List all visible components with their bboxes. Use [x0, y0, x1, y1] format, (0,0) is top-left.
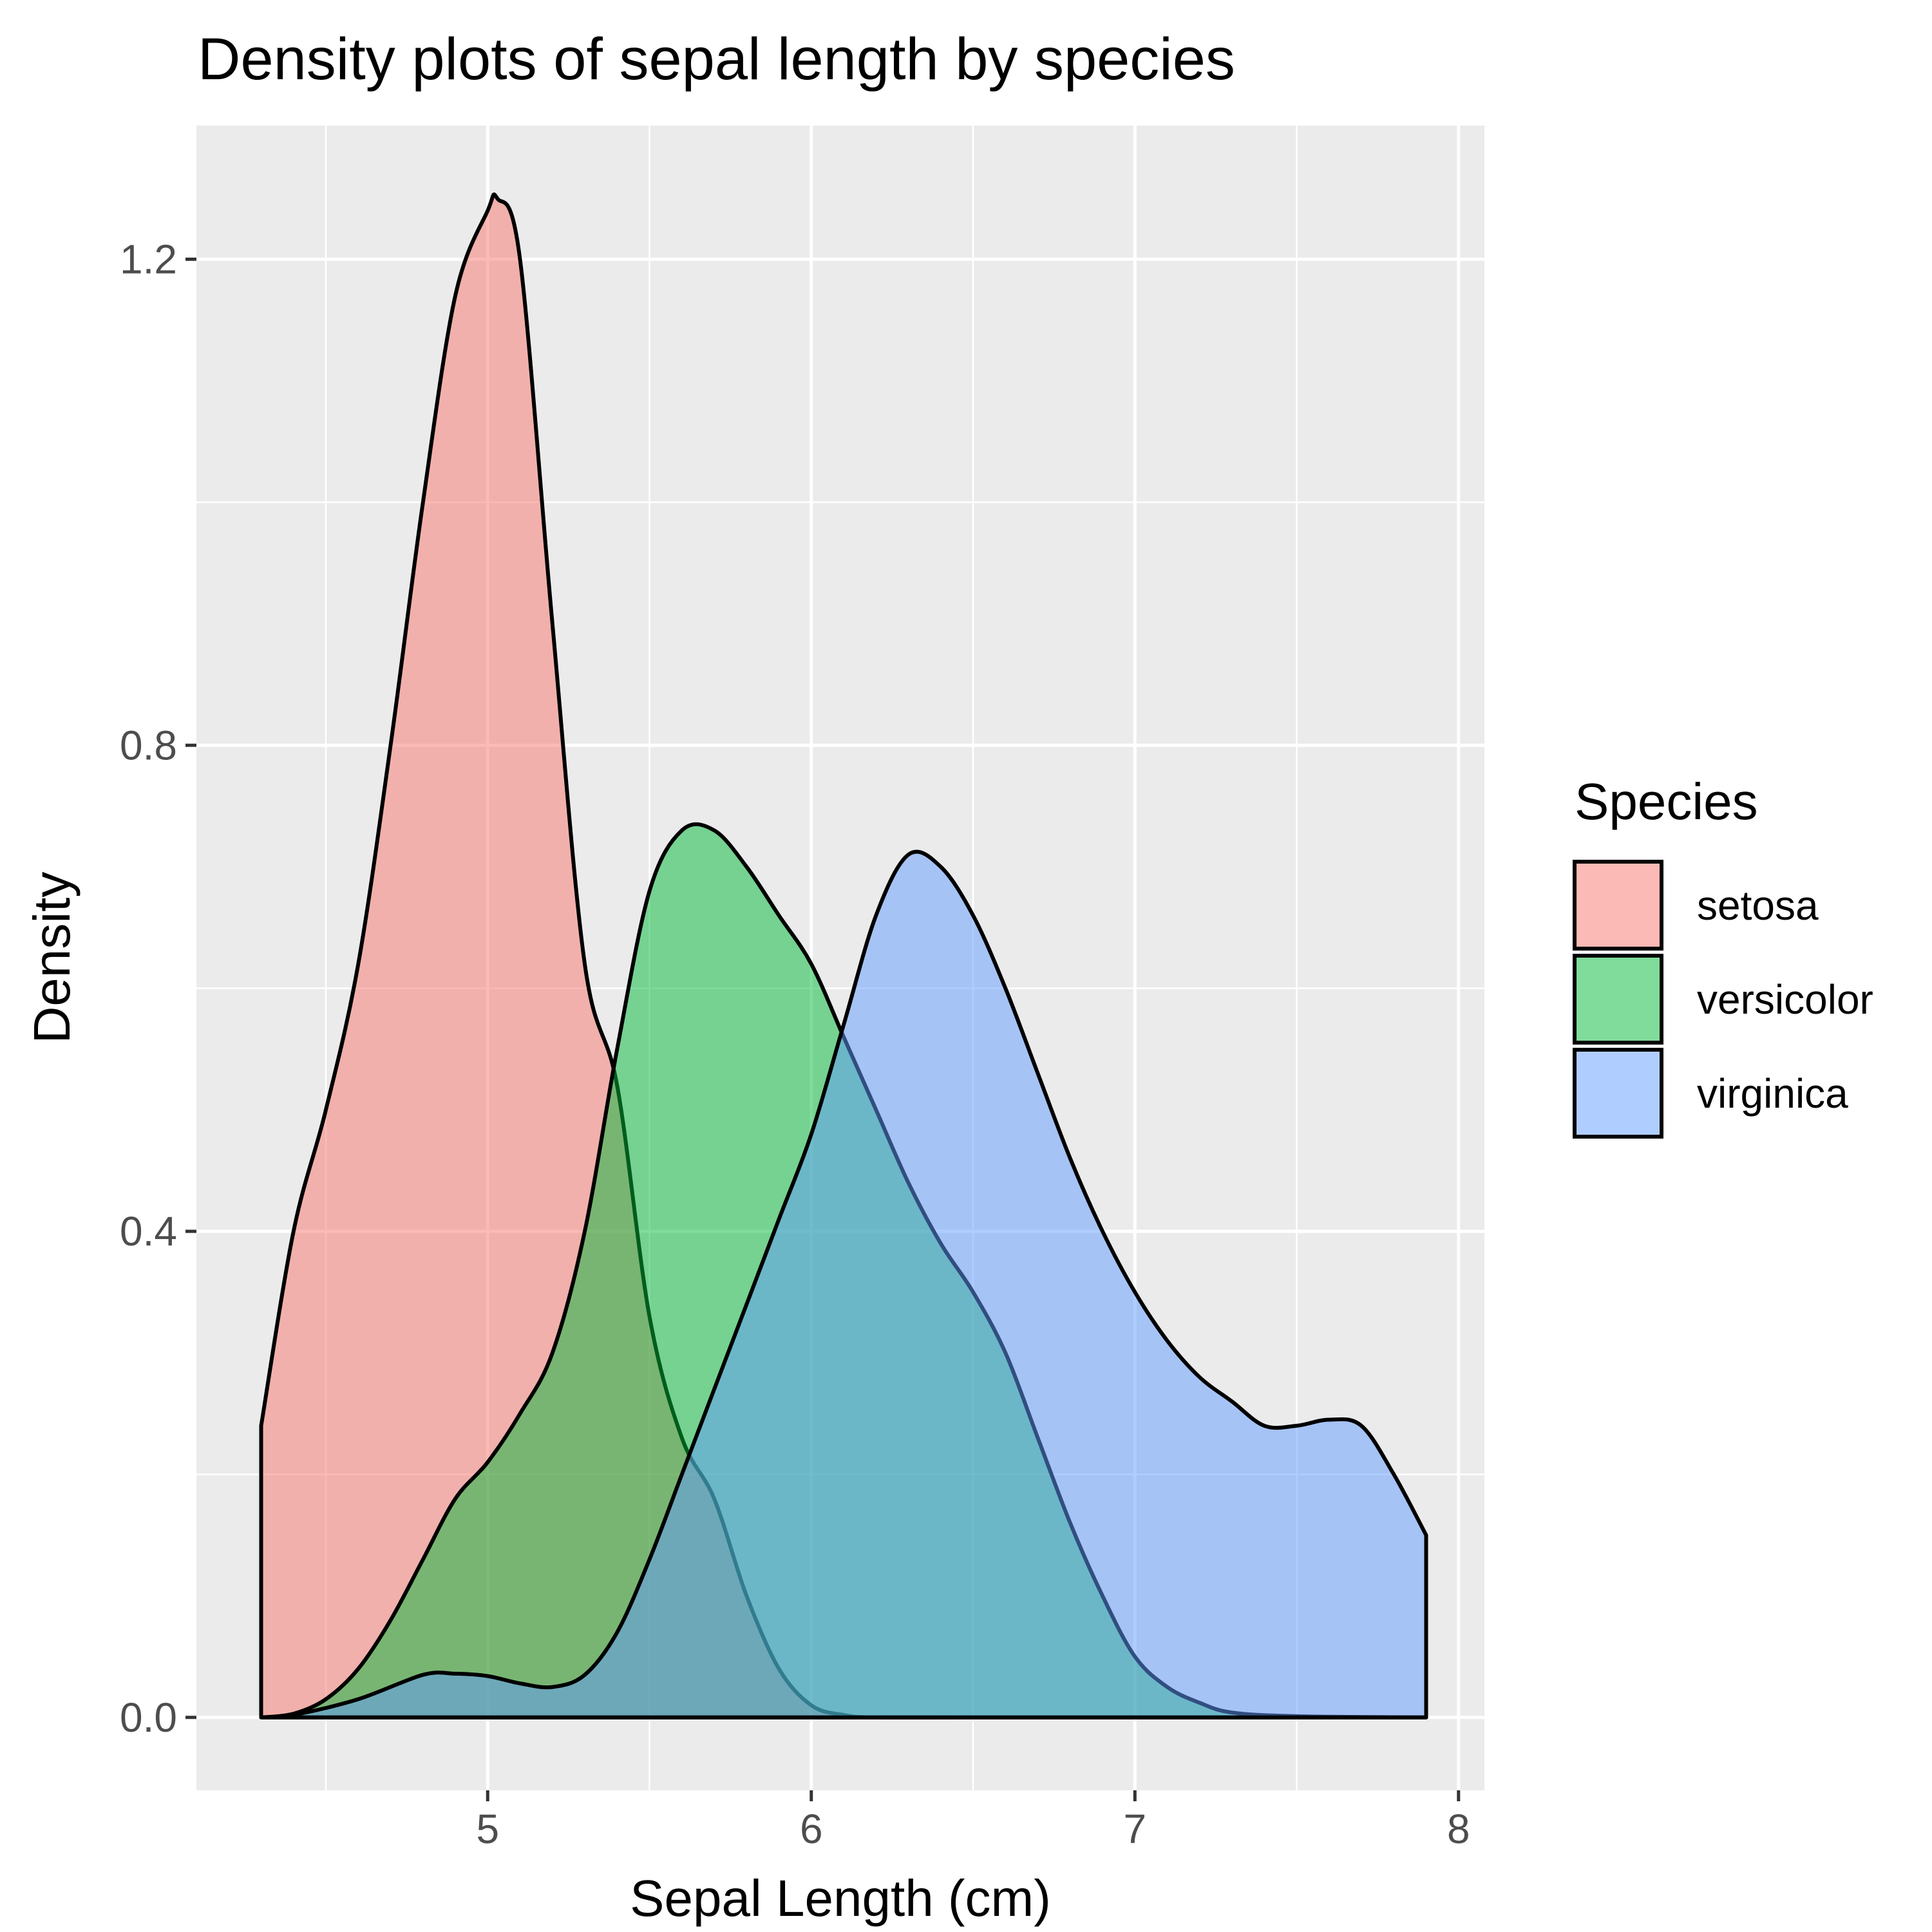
x-axis-title: Sepal Length (cm)	[630, 1870, 1051, 1927]
density-curves	[259, 192, 1428, 1720]
legend-label-setosa: setosa	[1697, 882, 1819, 929]
density-area-virginica	[259, 849, 1428, 1719]
legend: Species setosa versicolor virginica	[1573, 773, 1873, 1139]
x-tick-label: 8	[1447, 1806, 1470, 1852]
y-tick-label: 1.2	[120, 236, 177, 283]
x-tick-label: 5	[476, 1806, 499, 1852]
legend-key-virginica	[1573, 1048, 1663, 1139]
legend-key-versicolor	[1573, 954, 1663, 1045]
x-tick-label: 6	[800, 1806, 823, 1852]
chart-title: Density plots of sepal length by species	[198, 26, 1235, 92]
legend-title: Species	[1575, 773, 1758, 830]
y-tick-label: 0.0	[120, 1694, 177, 1741]
y-tick-label: 0.8	[120, 722, 177, 768]
legend-key-setosa	[1573, 860, 1663, 951]
x-axis: 5 6 7 8	[476, 1790, 1470, 1852]
y-axis: 0.0 0.4 0.8 1.2	[120, 236, 196, 1741]
y-tick-label: 0.4	[120, 1208, 177, 1255]
legend-label-virginica: virginica	[1697, 1070, 1848, 1117]
x-tick-label: 7	[1123, 1806, 1146, 1852]
legend-label-versicolor: versicolor	[1697, 976, 1873, 1023]
y-axis-title: Density	[23, 872, 80, 1044]
